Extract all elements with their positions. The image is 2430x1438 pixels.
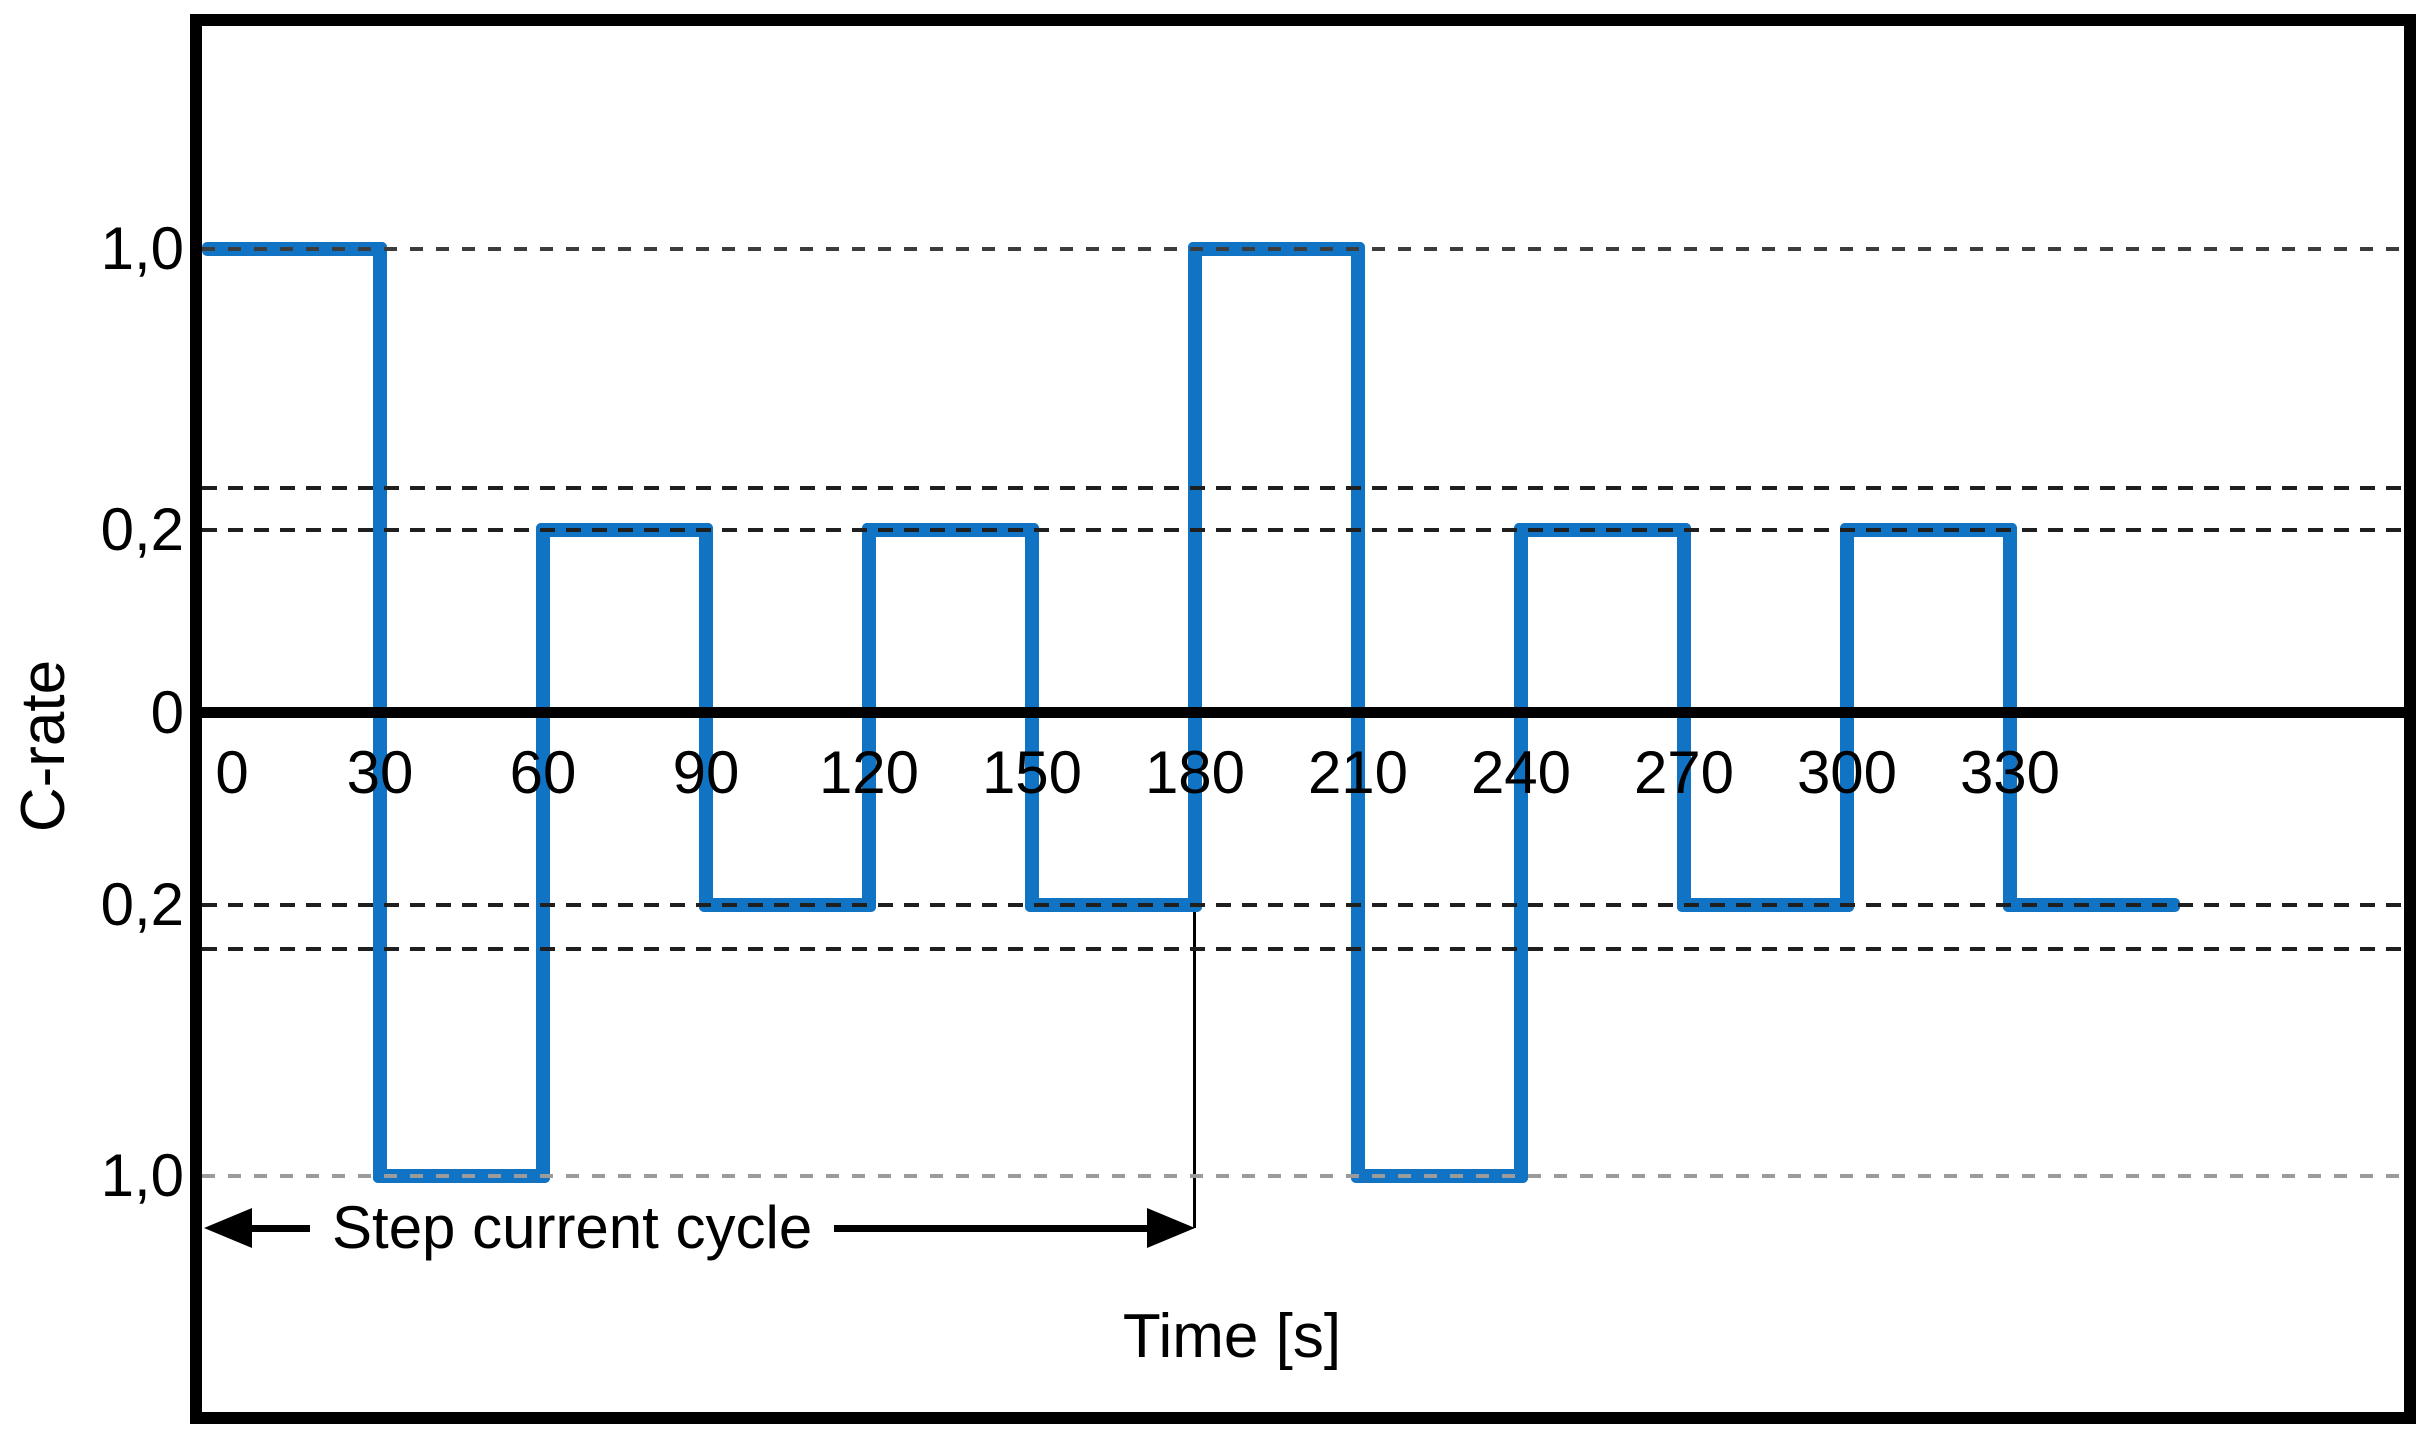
x-tick-label-270: 270	[1633, 739, 1735, 806]
x-tick-label-210: 210	[1307, 739, 1409, 806]
gridline-0.2	[202, 528, 2404, 532]
x-tick-label-240: 240	[1470, 739, 1572, 806]
y-axis-title: C-rate	[9, 659, 78, 833]
x-axis-zero-line	[202, 707, 2404, 718]
annotation-label: Step current cycle	[332, 1194, 813, 1261]
x-tick-label-0: 0	[215, 739, 249, 806]
y-tick-label-0.2: 0,2	[100, 496, 184, 563]
gridline--0.25	[202, 947, 2404, 951]
gridline--1	[202, 1174, 2404, 1178]
y-tick-label-1: 1,0	[100, 215, 184, 282]
x-tick-label-120: 120	[818, 739, 920, 806]
x-tick-label-90: 90	[672, 739, 740, 806]
signal-edge-180	[1188, 242, 1202, 912]
signal-edge-60	[536, 523, 550, 1183]
arrow-right-icon	[1147, 1208, 1195, 1248]
gridline-0.25	[202, 486, 2404, 490]
x-tick-label-180: 180	[1144, 739, 1246, 806]
annotation-arrow-shaft	[252, 1224, 310, 1232]
x-axis-title: Time [s]	[1122, 1302, 1342, 1371]
gridline--0.2	[202, 903, 2404, 907]
annotation-arrow-shaft	[834, 1224, 1147, 1232]
y-tick-label--0.2: 0,2	[100, 871, 184, 938]
annotation-connector-line	[1193, 905, 1196, 1228]
step-current-cycle-annotation: Step current cycle	[204, 1194, 1195, 1261]
x-tick-label-60: 60	[509, 739, 577, 806]
x-tick-label-150: 150	[981, 739, 1083, 806]
x-tick-label-300: 300	[1796, 739, 1898, 806]
signal-edge-240	[1514, 523, 1528, 1183]
gridline-1	[202, 247, 2404, 251]
y-tick-label--1: 1,0	[100, 1142, 184, 1209]
arrow-left-icon	[204, 1208, 252, 1248]
x-tick-label-330: 330	[1959, 739, 2061, 806]
x-tick-label-30: 30	[346, 739, 414, 806]
y-tick-label-0: 0	[150, 679, 184, 746]
